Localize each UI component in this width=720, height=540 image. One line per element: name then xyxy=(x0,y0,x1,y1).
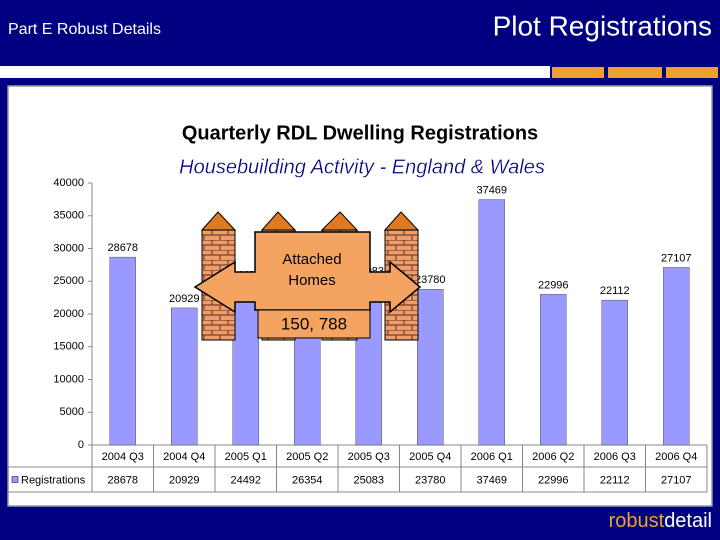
x-tick-label: 2005 Q4 xyxy=(409,451,451,463)
data-label: 22112 xyxy=(600,285,630,297)
chart-subtitle: Housebuilding Activity - England & Wales xyxy=(179,156,545,178)
table-value: 22996 xyxy=(538,474,569,486)
data-label: 28678 xyxy=(107,242,138,254)
y-tick-label: 30000 xyxy=(53,242,84,254)
accent-block xyxy=(608,67,662,78)
x-tick-label: 2004 Q4 xyxy=(163,451,205,463)
slide-title: Plot Registrations xyxy=(493,10,712,41)
y-tick-label: 0 xyxy=(78,439,84,451)
data-label: 20929 xyxy=(169,293,200,305)
x-tick-label: 2005 Q3 xyxy=(348,451,390,463)
brand: robustdetail xyxy=(609,510,712,532)
bar xyxy=(540,294,567,446)
total-box xyxy=(257,309,371,339)
bar xyxy=(478,199,505,446)
double-arrow xyxy=(193,231,422,314)
bar xyxy=(232,284,259,446)
y-tick-label: 10000 xyxy=(53,373,84,385)
table-value: 22112 xyxy=(600,474,630,486)
x-tick-label: 2006 Q4 xyxy=(655,451,697,463)
x-tick-label: 2006 Q2 xyxy=(532,451,574,463)
data-label: 23780 xyxy=(415,274,446,286)
x-tick-label: 2004 Q3 xyxy=(102,451,144,463)
table-value: 20929 xyxy=(169,474,200,486)
section-title: Part E Robust Details xyxy=(8,21,161,38)
legend-swatch xyxy=(11,476,19,483)
chart-title: Quarterly RDL Dwelling Registrations xyxy=(182,122,538,144)
overlay: Attached Homes 150, 788 xyxy=(193,211,422,341)
bar xyxy=(601,299,628,446)
brand-part: robust xyxy=(609,510,665,532)
table-value: 27107 xyxy=(661,474,692,486)
annotation-total: 150, 788 xyxy=(281,314,347,333)
x-tick-label: 2006 Q3 xyxy=(594,451,636,463)
bar xyxy=(171,307,198,446)
legend-label: Registrations xyxy=(21,474,86,486)
x-tick-label: 2005 Q1 xyxy=(225,451,267,463)
accent-block xyxy=(666,67,718,78)
data-label: 22996 xyxy=(538,279,569,291)
y-tick-label: 5000 xyxy=(60,406,84,418)
header-strip xyxy=(0,66,550,78)
y-tick-label: 15000 xyxy=(53,341,84,353)
y-tick-label: 25000 xyxy=(53,275,84,287)
brand-part: detail xyxy=(664,510,712,532)
y-tick-label: 40000 xyxy=(53,177,84,189)
x-tick-label: 2006 Q1 xyxy=(471,451,513,463)
table-value: 23780 xyxy=(415,474,446,486)
table-value: 37469 xyxy=(476,474,507,486)
annotation-label: Attached xyxy=(282,251,341,268)
data-label: 27107 xyxy=(661,252,692,264)
bar xyxy=(109,256,136,446)
y-tick-label: 20000 xyxy=(53,308,84,320)
table-value: 26354 xyxy=(292,474,323,486)
bar xyxy=(663,267,690,446)
table-value: 28678 xyxy=(107,474,138,486)
table-value: 25083 xyxy=(353,474,384,486)
bar xyxy=(417,288,444,446)
accent-block xyxy=(552,67,604,78)
table-value: 24492 xyxy=(230,474,261,486)
annotation-label: Homes xyxy=(288,272,336,289)
y-tick-label: 35000 xyxy=(53,210,84,222)
x-tick-label: 2005 Q2 xyxy=(286,451,328,463)
data-label: 37469 xyxy=(476,184,507,196)
